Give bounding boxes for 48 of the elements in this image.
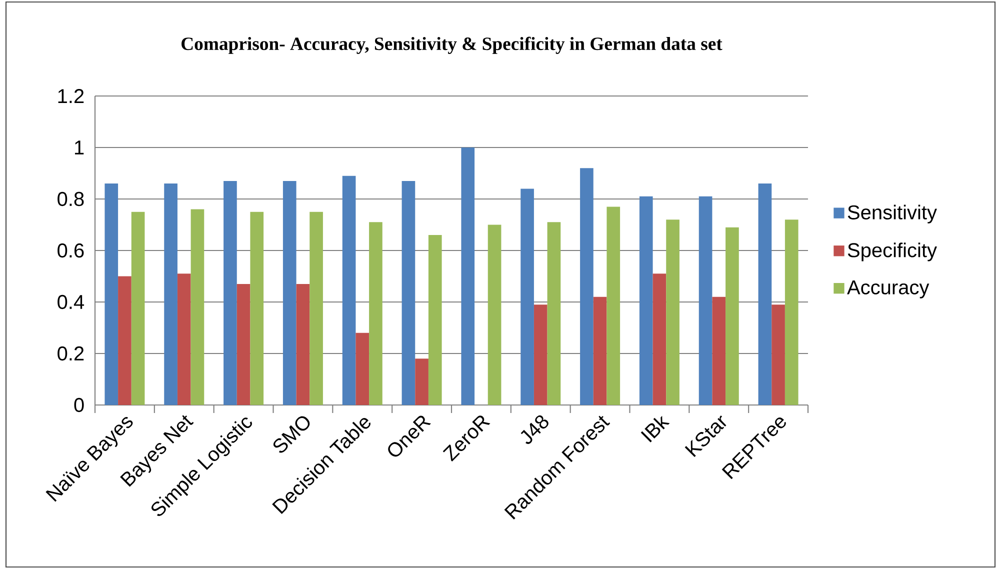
bar	[402, 180, 416, 405]
legend-label: Sensitivity	[848, 204, 937, 224]
x-tick-label: J48	[520, 415, 548, 444]
y-tick-label: 0.8	[58, 192, 84, 206]
bar	[712, 296, 726, 405]
bar	[104, 184, 118, 405]
bar	[534, 304, 548, 405]
bar	[461, 148, 475, 405]
chart-title: Comaprison- Accuracy, Sensitivity & Specificity in German data set	[182, 36, 722, 54]
bar	[652, 274, 666, 405]
bar	[639, 196, 653, 405]
bar	[190, 209, 204, 405]
bar	[236, 284, 250, 405]
bar	[580, 168, 594, 405]
bar	[593, 296, 607, 405]
bar	[296, 284, 310, 405]
bar	[666, 220, 680, 405]
bar	[177, 274, 191, 405]
bar	[415, 358, 428, 405]
y-tick-label: 0.4	[58, 294, 84, 310]
legend-label: Accuracy	[847, 280, 930, 298]
bar	[520, 188, 534, 405]
bar	[772, 304, 785, 405]
bar	[698, 196, 712, 405]
bar	[342, 176, 356, 405]
y-tick-label: 0.2	[58, 346, 84, 361]
bar	[488, 224, 502, 405]
bar	[356, 332, 370, 405]
bar	[369, 222, 382, 405]
bar	[428, 235, 442, 405]
legend-label: Specificity	[848, 242, 937, 262]
bar	[250, 212, 264, 405]
bar	[758, 184, 772, 405]
bar	[784, 220, 798, 405]
bar	[606, 206, 620, 405]
bar	[164, 184, 178, 405]
bar	[547, 222, 561, 405]
x-tick-label: IBk	[640, 416, 670, 442]
bar	[224, 180, 237, 405]
bar	[282, 180, 296, 405]
bar	[726, 227, 739, 405]
y-tick-label: 0	[74, 398, 84, 412]
bar	[310, 212, 323, 405]
y-tick-label: 1.2	[58, 89, 84, 103]
y-tick-label: 1	[75, 140, 84, 154]
bar	[131, 212, 145, 405]
bar	[118, 276, 132, 405]
y-tick-label: 0.6	[58, 243, 84, 258]
